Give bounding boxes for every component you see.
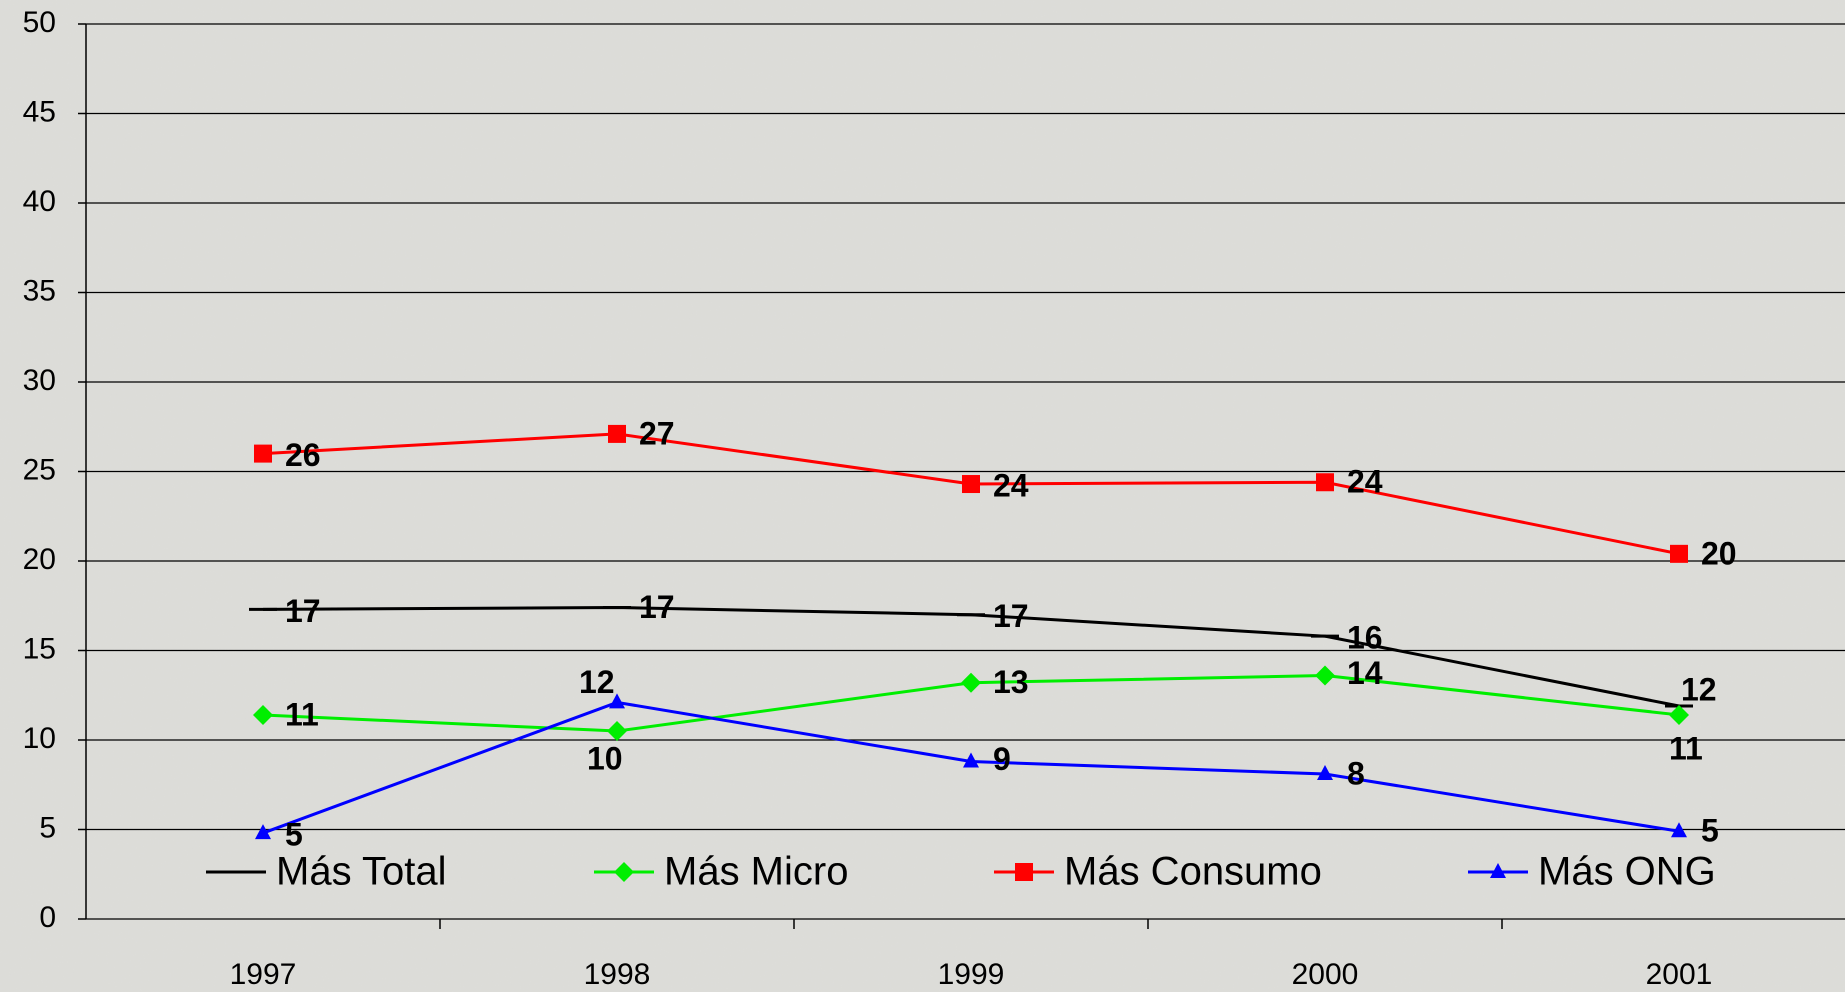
data-point [963, 752, 979, 768]
data-label: 24 [993, 467, 1029, 503]
data-point [1316, 473, 1334, 492]
legend-marker [1015, 863, 1033, 881]
y-tick-label: 5 [39, 811, 56, 844]
x-tick-label: 2000 [1292, 958, 1359, 991]
legend-label: Más Micro [664, 850, 848, 894]
legend-label: Más ONG [1538, 850, 1716, 894]
data-label: 26 [285, 437, 321, 473]
x-tick-label: 2001 [1646, 958, 1713, 991]
y-tick-label: 15 [23, 632, 56, 665]
data-label: 10 [587, 741, 623, 777]
data-point [254, 444, 272, 463]
data-point [255, 824, 271, 840]
data-label: 14 [1347, 655, 1383, 691]
y-tick-label: 0 [39, 901, 56, 934]
data-point [1669, 704, 1689, 725]
data-label: 17 [639, 589, 675, 625]
data-label: 27 [639, 415, 675, 451]
data-label: 13 [993, 664, 1029, 700]
legend-marker [614, 862, 634, 882]
data-label: 20 [1701, 535, 1737, 571]
data-label: 17 [285, 593, 321, 629]
data-label: 5 [285, 817, 303, 853]
x-tick-label: 1999 [938, 958, 1005, 991]
y-tick-label: 40 [23, 185, 56, 218]
data-label: 11 [285, 696, 319, 732]
data-label: 12 [1681, 671, 1717, 707]
legend-label: Más Total [276, 850, 446, 894]
data-point [1670, 544, 1688, 563]
data-label: 11 [1669, 730, 1703, 766]
data-label: 24 [1347, 464, 1383, 500]
x-tick-label: 1998 [584, 958, 651, 991]
data-point [962, 475, 980, 494]
data-point [607, 721, 627, 742]
y-tick-label: 50 [23, 6, 56, 39]
y-tick-label: 30 [23, 364, 56, 397]
legend-label: Más Consumo [1064, 850, 1322, 894]
y-tick-label: 20 [23, 543, 56, 576]
y-tick-label: 45 [23, 95, 56, 128]
data-point [253, 704, 273, 725]
y-tick-label: 35 [23, 274, 56, 307]
data-label: 5 [1701, 813, 1719, 849]
data-label: 8 [1347, 755, 1365, 791]
data-label: 17 [993, 598, 1029, 634]
data-label: 12 [579, 664, 615, 700]
legend-marker [1490, 863, 1506, 878]
data-point [609, 693, 625, 709]
data-label: 9 [993, 741, 1011, 777]
y-tick-label: 10 [23, 722, 56, 755]
x-tick-label: 1997 [230, 958, 297, 991]
data-point [1315, 665, 1335, 686]
data-point [608, 424, 626, 443]
data-point [1671, 822, 1687, 838]
data-point [1317, 765, 1333, 781]
data-point [961, 672, 981, 693]
y-tick-label: 25 [23, 453, 56, 486]
data-label: 16 [1347, 620, 1383, 656]
